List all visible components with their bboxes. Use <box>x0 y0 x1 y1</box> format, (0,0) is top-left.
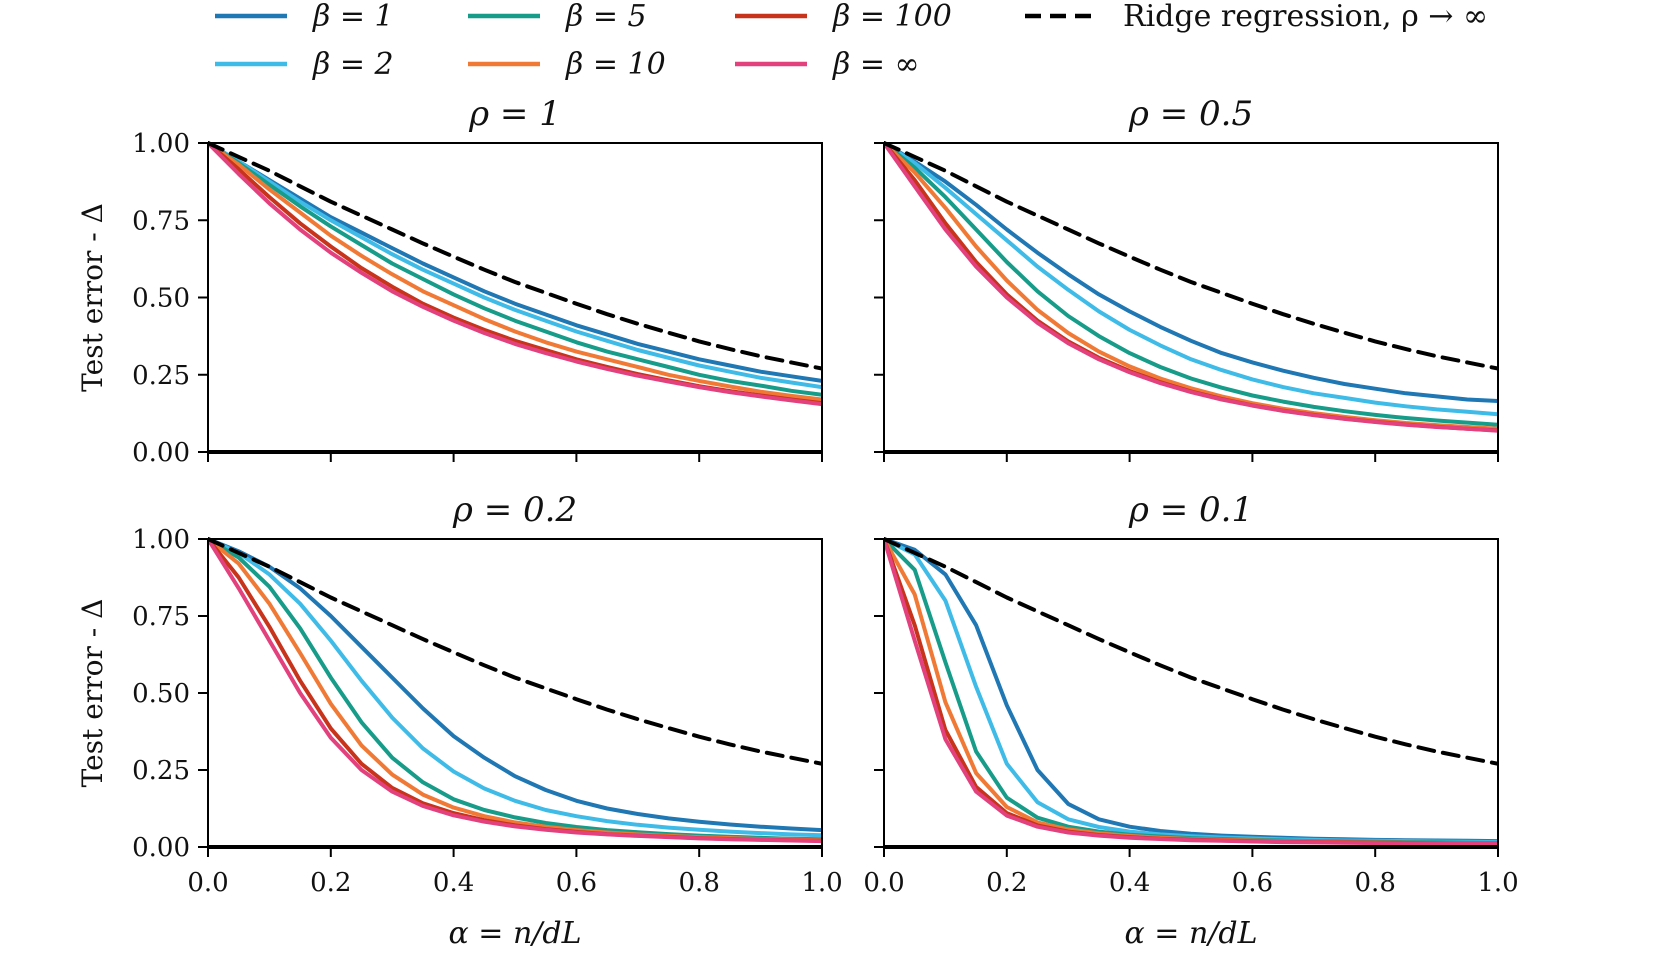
ridge-line <box>884 141 1498 371</box>
x-tick-label: 0.6 <box>556 868 597 898</box>
series-line <box>208 537 822 838</box>
legend-entry: β = ∞ <box>735 47 920 82</box>
legend-entry: Ridge regression, ρ → ∞ <box>1025 0 1488 34</box>
panel-title: ρ = 0.1 <box>1128 490 1253 530</box>
panel-title: ρ = 1 <box>468 94 561 134</box>
y-tick-label: 1.00 <box>132 129 190 159</box>
series-group <box>884 537 1498 846</box>
x-tick-label: 0.6 <box>1232 868 1273 898</box>
x-tick-label: 1.0 <box>801 868 842 898</box>
legend-label: β = 2 <box>312 47 394 82</box>
x-tick-label: 0.8 <box>1355 868 1396 898</box>
series-line <box>884 141 1498 427</box>
legend-label: β = 10 <box>565 47 666 82</box>
axes-frame <box>883 538 1499 848</box>
legend-label: β = 5 <box>565 0 647 34</box>
x-tick-label: 0.4 <box>1109 868 1150 898</box>
legend-label: Ridge regression, ρ → ∞ <box>1123 0 1488 34</box>
series-line <box>208 141 822 397</box>
series-line <box>208 537 822 844</box>
subplot: ρ = 0.1 0.0 0.2 0.4 0.6 0.8 1.0 α = n/dL <box>863 490 1518 951</box>
series-line <box>208 141 822 402</box>
legend-label: β = 100 <box>832 0 952 34</box>
legend-entry: β = 2 <box>215 47 394 82</box>
panel-title: ρ = 0.5 <box>1128 94 1253 134</box>
series-line <box>884 537 1498 845</box>
y-tick-label: 0.50 <box>132 679 190 709</box>
x-tick-label: 1.0 <box>1477 868 1518 898</box>
y-tick-label: 0.00 <box>132 833 190 863</box>
axes-frame <box>207 142 823 453</box>
y-tick-label: 0.50 <box>132 284 190 314</box>
legend-label: β = ∞ <box>832 47 920 82</box>
legend-entry: β = 5 <box>468 0 647 34</box>
x-tick-label: 0.4 <box>433 868 474 898</box>
x-axis-label: α = n/dL <box>448 916 581 951</box>
x-tick-label: 0.2 <box>986 868 1027 898</box>
series-line <box>884 537 1498 846</box>
subplot: ρ = 1 0.00 0.25 0.50 0.75 1.00 Test error - Δ <box>76 94 823 468</box>
y-axis-label: Test error - Δ <box>76 599 109 788</box>
series-line <box>208 141 822 383</box>
series-group <box>208 141 822 407</box>
x-tick-label: 0.8 <box>679 868 720 898</box>
legend: β = 1 β = 2 β = 5 β = 10 β = 100 β = ∞ Ridge r… <box>215 0 1488 82</box>
y-tick-label: 1.00 <box>132 525 190 555</box>
y-tick-label: 0.25 <box>132 361 190 391</box>
series-line <box>208 141 822 390</box>
series-line <box>208 537 822 833</box>
series-group <box>884 141 1498 433</box>
subplot: ρ = 0.2 0.00 0.25 0.50 0.75 1.00 0.0 0.2 0.4 0.6 0… <box>76 490 843 951</box>
legend-label: β = 1 <box>312 0 394 34</box>
x-axis-label: α = n/dL <box>1124 916 1257 951</box>
legend-entry: β = 10 <box>468 47 666 82</box>
ridge-line <box>208 537 822 766</box>
y-tick-label: 0.75 <box>132 602 190 632</box>
x-tick-label: 0.2 <box>310 868 351 898</box>
panel-title: ρ = 0.2 <box>452 490 577 530</box>
series-line <box>884 141 1498 433</box>
legend-entry: β = 100 <box>735 0 952 34</box>
ridge-line <box>208 141 822 371</box>
series-group <box>208 537 822 844</box>
subplot: ρ = 0.5 <box>874 94 1499 462</box>
ridge-line <box>884 537 1498 766</box>
y-tick-label: 0.25 <box>132 756 190 786</box>
y-tick-label: 0.75 <box>132 206 190 236</box>
x-tick-label: 0.0 <box>863 868 904 898</box>
y-tick-label: 0.00 <box>132 438 190 468</box>
series-line <box>208 141 822 407</box>
series-line <box>884 141 1498 403</box>
x-tick-label: 0.0 <box>187 868 228 898</box>
legend-entry: β = 1 <box>215 0 394 34</box>
y-axis-label: Test error - Δ <box>76 203 109 392</box>
series-line <box>884 141 1498 417</box>
